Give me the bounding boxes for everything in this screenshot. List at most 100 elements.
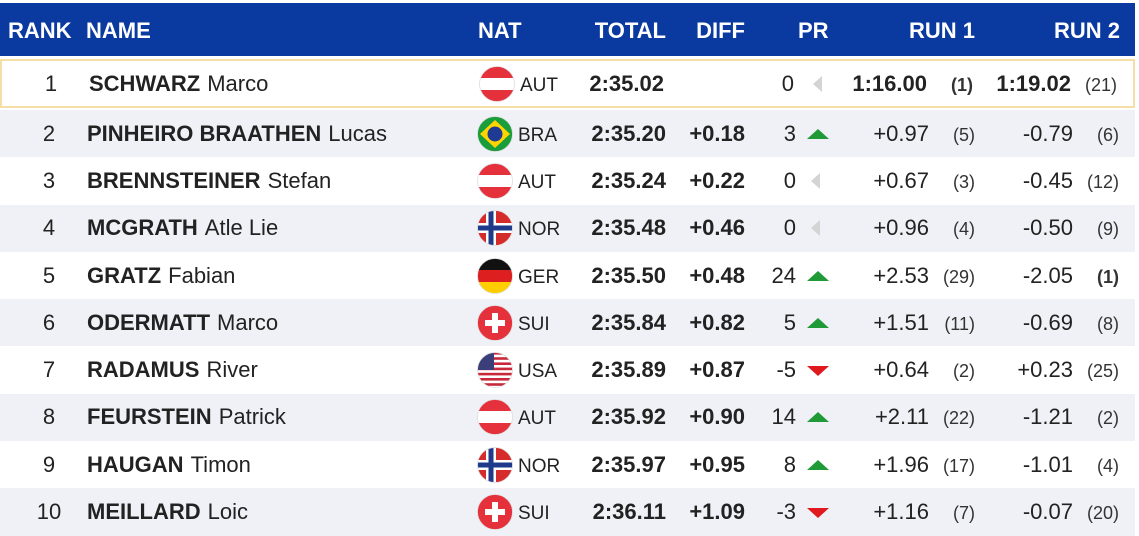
run2-time: -0.45 xyxy=(1022,167,1073,193)
surname: PINHEIRO BRAATHEN xyxy=(87,120,322,146)
athlete-name: FEURSTEIN Patrick xyxy=(87,404,286,430)
flag-icon xyxy=(477,115,513,152)
surname: GRATZ xyxy=(87,262,162,288)
run2-rank: (1) xyxy=(1097,266,1119,287)
total-time: 2:35.50 xyxy=(591,262,666,288)
run2-time: -0.79 xyxy=(1022,120,1073,146)
surname: FEURSTEIN xyxy=(87,404,212,430)
run1-time: +1.96 xyxy=(873,451,929,477)
total-time: 2:35.92 xyxy=(591,404,666,430)
run1-rank: (17) xyxy=(942,455,975,476)
total-time: 2:35.02 xyxy=(589,70,664,96)
run2-rank: (2) xyxy=(1097,408,1119,429)
rank: 8 xyxy=(42,404,56,430)
pr-arrow xyxy=(806,455,830,475)
flag-icon xyxy=(477,494,513,530)
pr-arrow xyxy=(806,407,830,427)
run2-rank: (8) xyxy=(1097,313,1119,334)
run2-rank: (12) xyxy=(1086,171,1119,192)
firstname: Fabian xyxy=(168,262,236,288)
diff: +0.87 xyxy=(689,357,745,383)
run2-time: -1.01 xyxy=(1022,451,1073,477)
diff: +0.82 xyxy=(689,309,745,335)
rank: 7 xyxy=(42,357,56,383)
run2-time: +0.23 xyxy=(1017,357,1073,383)
pr-arrow xyxy=(806,360,830,380)
run1-rank: (3) xyxy=(953,171,975,192)
positions-gained: -5 xyxy=(776,357,796,383)
positions-gained: 0 xyxy=(781,70,794,96)
firstname: River xyxy=(206,357,258,383)
flag-icon xyxy=(477,446,513,483)
result-row: 1 SCHWARZ Marco AUT 2:35.02 0 1:16.00 (1) 1:19.0… xyxy=(0,59,1135,108)
nation: AUT xyxy=(518,171,556,193)
firstname: Atle Lie xyxy=(204,215,279,241)
header-rank: RANK xyxy=(8,18,72,43)
positions-gained: 0 xyxy=(783,215,796,241)
run2-time: -0.50 xyxy=(1022,215,1073,241)
run1-time: +0.97 xyxy=(873,120,929,146)
surname: MEILLARD xyxy=(87,499,201,525)
run1-time: +0.67 xyxy=(873,167,929,193)
run2-rank: (25) xyxy=(1086,361,1119,382)
header-diff: DIFF xyxy=(696,18,745,43)
firstname: Patrick xyxy=(218,404,286,430)
result-row: 5 GRATZ Fabian GER 2:35.50 +0.48 24 +2.53 (29) -2… xyxy=(0,251,1135,300)
firstname: Timon xyxy=(190,451,251,477)
result-row: 9 HAUGAN Timon NOR 2:35.97 +0.95 8 +1.96 (17) -1.… xyxy=(0,441,1135,489)
athlete-name: BRENNSTEINER Stefan xyxy=(87,168,331,194)
flag-icon xyxy=(477,304,513,341)
total-time: 2:35.20 xyxy=(591,120,666,146)
header-run2: RUN 2 xyxy=(1053,18,1120,43)
run1-rank: (2) xyxy=(953,361,975,382)
run2-time: -1.21 xyxy=(1022,404,1073,430)
total-time: 2:35.24 xyxy=(591,167,666,193)
run1-time: +0.64 xyxy=(873,357,929,383)
surname: BRENNSTEINER xyxy=(87,167,261,193)
run2-rank: (21) xyxy=(1084,74,1117,95)
result-row: 6 ODERMATT Marco SUI 2:35.84 +0.82 5 +1.51 (11) -… xyxy=(0,299,1135,347)
result-row: 3 BRENNSTEINER Stefan AUT 2:35.24 +0.22 0 +0.67… xyxy=(0,157,1135,205)
header-total: TOTAL xyxy=(594,18,666,43)
diff: +0.18 xyxy=(689,120,745,146)
firstname: Loic xyxy=(207,499,249,525)
pr-arrow xyxy=(806,218,830,238)
athlete-name: MEILLARD Loic xyxy=(87,499,248,525)
pr-arrow xyxy=(806,266,830,286)
diff: +0.90 xyxy=(689,404,745,430)
run1-rank: (5) xyxy=(953,124,975,145)
run2-rank: (9) xyxy=(1097,219,1119,240)
header-nat: NAT xyxy=(478,18,522,43)
total-time: 2:35.89 xyxy=(591,357,666,383)
athlete-name: GRATZ Fabian xyxy=(87,263,235,289)
run2-rank: (20) xyxy=(1086,503,1119,524)
run1-rank: (7) xyxy=(953,503,975,524)
rank: 3 xyxy=(42,167,56,193)
flag-icon xyxy=(477,163,513,199)
nation: GER xyxy=(518,266,560,288)
positions-gained: 14 xyxy=(771,404,796,430)
positions-gained: 0 xyxy=(783,167,796,193)
run2-time: -0.07 xyxy=(1022,499,1073,525)
rank: 9 xyxy=(42,451,56,477)
pr-arrow xyxy=(806,124,830,144)
run1-time: +2.11 xyxy=(874,404,929,430)
surname: HAUGAN xyxy=(87,451,184,477)
header-bar: RANK NAME NAT TOTAL DIFF PR RUN 1 RUN 2 xyxy=(0,3,1135,56)
run1-time: +0.96 xyxy=(873,215,929,241)
positions-gained: 3 xyxy=(783,120,796,146)
flag-icon xyxy=(477,210,513,247)
athlete-name: ODERMATT Marco xyxy=(87,310,278,336)
positions-gained: -3 xyxy=(776,499,796,525)
nation: BRA xyxy=(518,124,558,146)
pr-arrow xyxy=(806,171,830,191)
run1-rank: (22) xyxy=(942,408,975,429)
result-row: 7 RADAMUS River USA 2:35.89 +0.87 -5 +0.64 (2) +0… xyxy=(0,346,1135,394)
nation: NOR xyxy=(518,219,561,241)
run1-time: +1.51 xyxy=(873,309,929,335)
nation: SUI xyxy=(518,313,550,335)
athlete-name: HAUGAN Timon xyxy=(87,452,251,478)
pr-arrow xyxy=(806,313,830,333)
rank: 5 xyxy=(42,262,56,288)
